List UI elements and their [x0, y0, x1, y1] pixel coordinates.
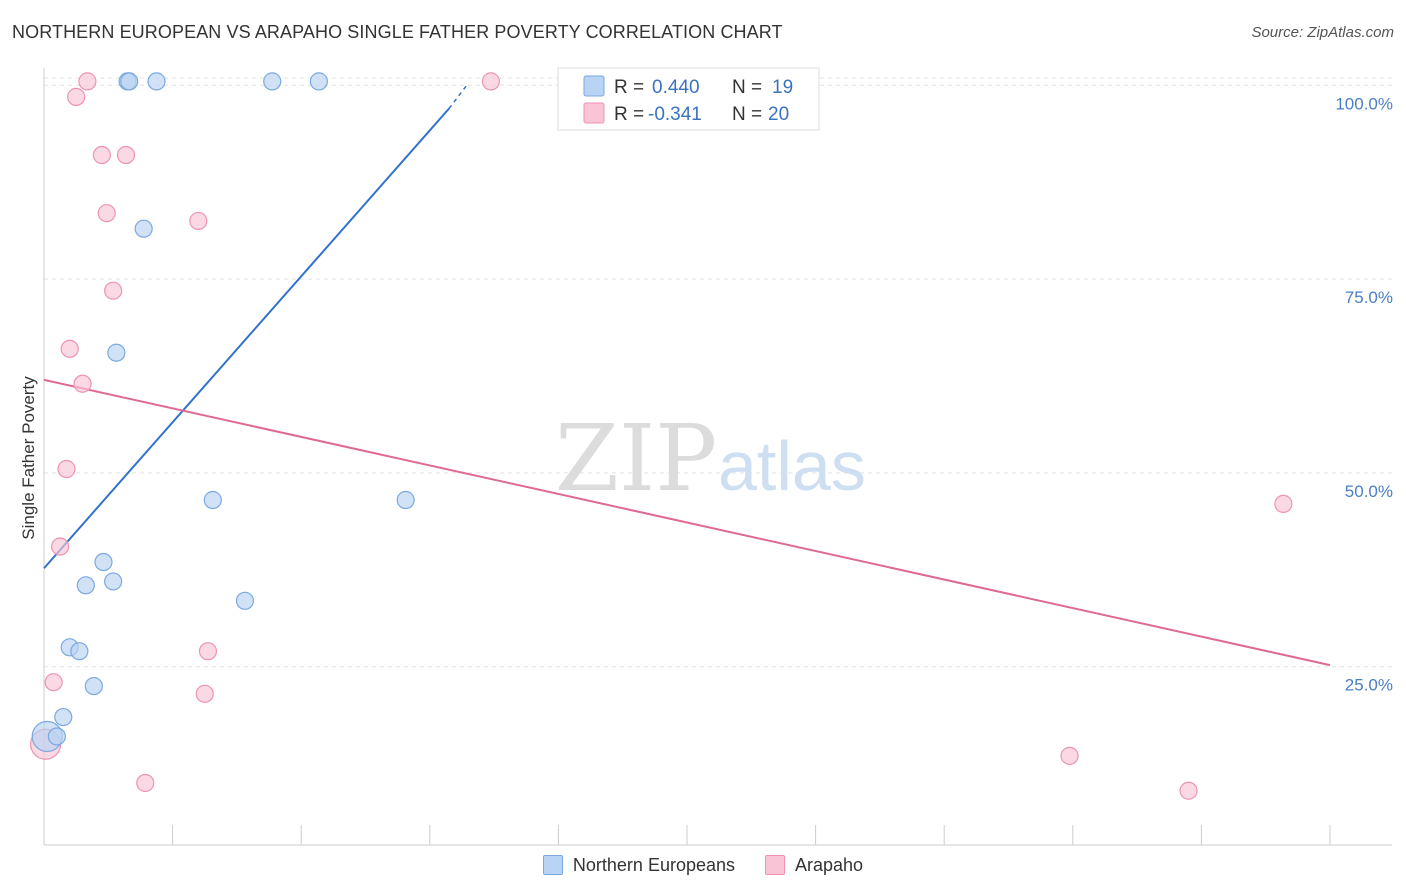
point-northern-europeans	[263, 72, 282, 91]
point-northern-europeans	[134, 219, 153, 238]
grid-lines	[44, 77, 1392, 668]
point-northern-europeans	[104, 572, 123, 591]
point-northern-europeans	[235, 591, 255, 610]
y-tick-label: 50.0%	[1345, 482, 1393, 501]
point-arapaho	[116, 145, 136, 165]
point-northern-europeans	[76, 576, 95, 595]
y-tick-label: 25.0%	[1345, 676, 1393, 695]
legend-label-arapaho: Arapaho	[795, 854, 864, 875]
point-arapaho	[1060, 746, 1079, 765]
legend-r-label: R =	[614, 77, 644, 98]
y-axis-title: Single Father Poverty	[19, 376, 38, 540]
legend-swatch-northern-europeans	[583, 75, 605, 97]
point-northern-europeans	[309, 72, 328, 91]
trend-line-northern-europeans	[43, 107, 450, 569]
legend-item-northern-europeans: Northern Europeans	[542, 854, 736, 876]
y-tick-label: 100.0%	[1335, 94, 1393, 113]
point-northern-europeans	[70, 642, 89, 661]
scatter-chart: ZIP atlas Single Father Poverty 25.0% 50.…	[19, 67, 1393, 846]
point-northern-europeans	[203, 490, 222, 510]
point-arapaho	[189, 211, 208, 231]
point-northern-europeans	[147, 72, 166, 91]
legend-n-label: N =	[732, 77, 762, 98]
legend-label-northern-europeans: Northern Europeans	[572, 854, 736, 875]
point-northern-europeans	[396, 490, 415, 510]
axes	[43, 68, 1392, 846]
trend-line-extension-northern-europeans	[448, 84, 468, 109]
point-northern-europeans	[54, 707, 73, 727]
watermark-zip: ZIP	[555, 405, 717, 512]
point-arapaho	[195, 684, 214, 703]
legend-swatch-arapaho	[583, 102, 605, 124]
point-arapaho	[104, 281, 123, 300]
legend-swatch-arapaho	[765, 855, 786, 875]
point-arapaho	[92, 145, 111, 165]
legend-n-value: 19	[772, 77, 793, 98]
point-northern-europeans	[94, 552, 113, 572]
point-arapaho	[50, 537, 70, 556]
point-northern-europeans	[120, 72, 139, 91]
legend-r-value: -0.341	[648, 104, 702, 125]
legend-r-label: R =	[614, 104, 644, 125]
watermark-atlas: atlas	[718, 427, 866, 505]
point-arapaho	[67, 87, 86, 106]
point-arapaho	[78, 72, 97, 91]
legend-item-arapaho: Arapaho	[765, 855, 863, 876]
tick-labels: 25.0%50.0%75.0%100.0%0.0%80.0%	[1335, 94, 1393, 695]
point-arapaho	[97, 204, 116, 223]
point-arapaho	[57, 459, 76, 479]
point-arapaho	[1179, 781, 1198, 800]
data-points	[30, 72, 1293, 800]
watermark: ZIP atlas	[555, 405, 866, 512]
point-arapaho	[481, 72, 500, 91]
point-arapaho	[198, 642, 218, 661]
y-tick-label: 75.0%	[1345, 288, 1393, 307]
point-arapaho	[44, 673, 63, 692]
chart-title: NORTHERN EUROPEAN VS ARAPAHO SINGLE FATH…	[12, 22, 783, 42]
series-legend: Northern Europeans Arapaho	[0, 850, 1406, 880]
legend-swatch-northern-europeans	[542, 855, 563, 875]
legend-r-value: 0.440	[652, 77, 700, 98]
trend-lines	[43, 84, 1331, 667]
legend-n-label: N =	[732, 104, 762, 125]
point-arapaho	[60, 339, 79, 358]
point-northern-europeans	[84, 676, 103, 696]
point-northern-europeans	[107, 343, 126, 362]
point-arapaho	[136, 773, 155, 793]
legend-n-value: 20	[768, 104, 789, 125]
point-arapaho	[73, 374, 92, 393]
source-label: Source: ZipAtlas.com	[1251, 24, 1394, 41]
point-arapaho	[1274, 494, 1293, 513]
point-northern-europeans	[47, 727, 66, 746]
correlation-legend: R = 0.440 N = 19 R = -0.341 N = 20	[557, 67, 820, 131]
trend-line-arapaho	[43, 378, 1331, 667]
